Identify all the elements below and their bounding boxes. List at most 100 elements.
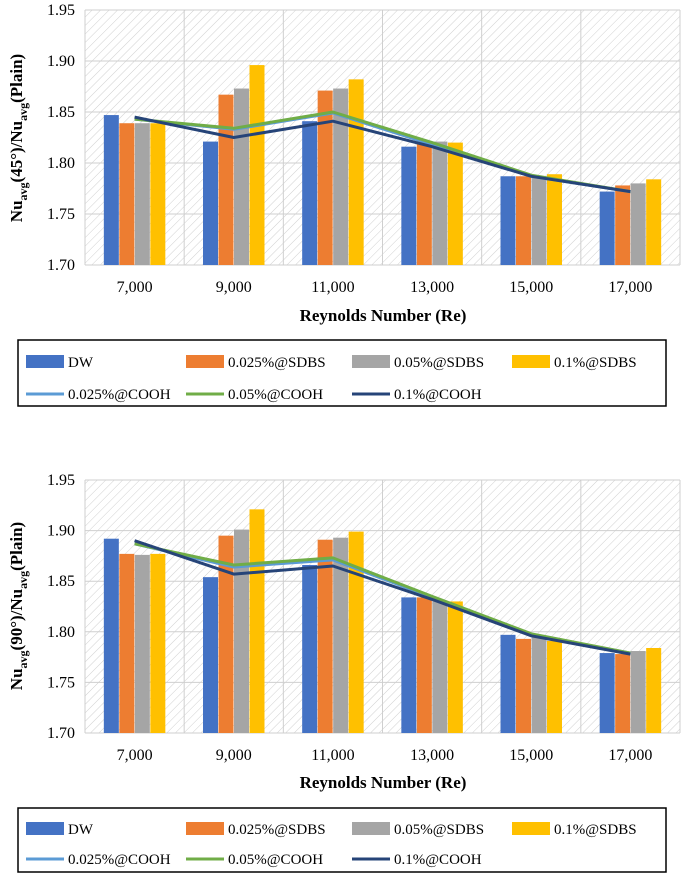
bar-0.05%@SDBS-17,000 xyxy=(630,183,646,265)
bar-DW-13,000 xyxy=(401,146,417,265)
line-0.1%@COOH xyxy=(134,539,631,656)
y-tick-label: 1.95 xyxy=(47,2,75,19)
bar-DW-11,000 xyxy=(302,121,318,266)
bar-0.025%@SDBS-7,000 xyxy=(119,123,135,265)
bar-0.05%@SDBS-17,000 xyxy=(630,651,646,733)
y-tick-label: 1.80 xyxy=(47,155,75,172)
bar-0.1%@SDBS-17,000 xyxy=(646,179,662,265)
bar-0.05%@SDBS-13,000 xyxy=(432,141,448,265)
legend-label: 0.025%@SDBS xyxy=(228,822,326,838)
bar-0.025%@SDBS-7,000 xyxy=(119,553,135,733)
legend-swatch-0.05%@SDBS xyxy=(352,822,390,835)
y-axis-title: Nuavg(45°)/Nuavg(Plain) xyxy=(7,54,30,222)
legend-swatch-0.05%@SDBS xyxy=(352,355,390,368)
x-tick-label: 17,000 xyxy=(608,747,652,764)
bar-0.025%@SDBS-11,000 xyxy=(317,539,333,733)
bar-0.025%@SDBS-15,000 xyxy=(516,638,531,733)
x-axis-title: Reynolds Number (Re) xyxy=(300,773,467,792)
bar-0.1%@SDBS-9,000 xyxy=(249,65,265,265)
x-tick-label: 15,000 xyxy=(509,747,553,764)
bar-0.1%@SDBS-15,000 xyxy=(547,640,562,733)
bar-0.05%@SDBS-15,000 xyxy=(531,636,547,733)
line-0.1%@COOH xyxy=(134,115,631,194)
legend-label: 0.05%@SDBS xyxy=(394,822,484,838)
bar-0.1%@SDBS-13,000 xyxy=(447,601,463,733)
bar-0.1%@SDBS-17,000 xyxy=(646,647,662,733)
legend-label: 0.025%@COOH xyxy=(68,852,171,868)
bar-0.025%@SDBS-11,000 xyxy=(317,90,333,265)
bar-0.05%@SDBS-11,000 xyxy=(333,88,349,265)
bar-0.025%@SDBS-15,000 xyxy=(516,176,531,265)
legend-swatch-0.1%@SDBS xyxy=(512,822,550,835)
y-tick-label: 1.85 xyxy=(47,573,75,590)
bar-0.05%@SDBS-11,000 xyxy=(333,537,349,733)
line-0.05%@COOH xyxy=(134,542,631,655)
bar-DW-9,000 xyxy=(203,577,218,733)
legend-label: 0.1%@COOH xyxy=(394,852,482,868)
x-tick-label: 9,000 xyxy=(216,279,252,296)
y-tick-label: 1.75 xyxy=(47,206,75,223)
bar-0.025%@SDBS-9,000 xyxy=(218,535,234,733)
bar-0.1%@SDBS-13,000 xyxy=(447,142,463,265)
legend-swatch-0.025%@SDBS xyxy=(186,822,224,835)
legend-swatch-DW xyxy=(26,822,64,835)
bar-DW-11,000 xyxy=(302,565,318,733)
bar-0.05%@SDBS-9,000 xyxy=(234,529,249,733)
legend-label: DW xyxy=(68,355,94,371)
x-tick-label: 15,000 xyxy=(509,279,553,296)
chart-45-degree: Nuavg(45°)/Nuavg(Plain) Reynolds Number … xyxy=(7,2,681,325)
y-tick-label: 1.80 xyxy=(47,624,75,641)
bar-0.025%@SDBS-9,000 xyxy=(218,94,234,265)
bar-0.025%@SDBS-17,000 xyxy=(615,654,631,733)
legend-swatch-0.025%@SDBS xyxy=(186,355,224,368)
x-tick-label: 13,000 xyxy=(410,747,454,764)
bar-0.05%@SDBS-7,000 xyxy=(134,554,150,733)
x-tick-label: 11,000 xyxy=(311,279,354,296)
legend-label: 0.05%@SDBS xyxy=(394,355,484,371)
legend-top: DW 0.025%@SDBS 0.05%@SDBS 0.1%@SDBS 0.025%@C… xyxy=(17,339,667,407)
bar-0.05%@SDBS-9,000 xyxy=(234,88,249,265)
bar-0.1%@SDBS-7,000 xyxy=(150,123,166,265)
x-tick-label: 7,000 xyxy=(117,747,153,764)
bar-0.05%@SDBS-15,000 xyxy=(531,176,547,265)
y-tick-label: 1.85 xyxy=(47,104,75,121)
bar-0.05%@SDBS-13,000 xyxy=(432,600,448,733)
legend-label: 0.1%@SDBS xyxy=(554,822,637,838)
x-tick-label: 9,000 xyxy=(216,747,252,764)
legend-swatch-0.1%@SDBS xyxy=(512,355,550,368)
bar-DW-17,000 xyxy=(599,653,615,733)
y-tick-label: 1.75 xyxy=(47,674,75,691)
y-tick-label: 1.95 xyxy=(47,472,75,489)
x-tick-label: 13,000 xyxy=(410,279,454,296)
bar-DW-9,000 xyxy=(203,141,218,265)
bar-DW-17,000 xyxy=(599,191,615,265)
y-axis-title: Nuavg(90°)/Nuavg(Plain) xyxy=(7,522,30,690)
bar-DW-15,000 xyxy=(500,634,516,733)
bar-DW-7,000 xyxy=(103,115,119,265)
legend-label: 0.05%@COOH xyxy=(228,852,323,868)
legend-swatch-DW xyxy=(26,355,64,368)
bar-DW-13,000 xyxy=(401,597,417,733)
y-tick-label: 1.90 xyxy=(47,523,75,540)
bar-0.1%@SDBS-7,000 xyxy=(150,553,166,733)
legend-label: 0.025%@SDBS xyxy=(228,355,326,371)
x-tick-label: 7,000 xyxy=(117,279,153,296)
bar-0.1%@SDBS-9,000 xyxy=(249,509,265,733)
x-axis-title: Reynolds Number (Re) xyxy=(300,306,467,325)
y-tick-label: 1.70 xyxy=(47,725,75,742)
y-tick-label: 1.90 xyxy=(47,53,75,70)
legend-label: 0.1%@SDBS xyxy=(554,355,637,371)
legend-label: 0.025%@COOH xyxy=(68,387,171,403)
bar-0.1%@SDBS-15,000 xyxy=(547,174,562,265)
legend-frame xyxy=(17,807,667,873)
bar-0.025%@SDBS-13,000 xyxy=(416,597,432,733)
legend-label: 0.1%@COOH xyxy=(394,387,482,403)
bar-0.05%@SDBS-7,000 xyxy=(134,123,150,265)
bar-DW-15,000 xyxy=(500,176,516,265)
legend-frame xyxy=(17,339,667,407)
bar-0.025%@SDBS-17,000 xyxy=(615,185,631,265)
x-tick-label: 17,000 xyxy=(608,279,652,296)
chart-90-degree: Nuavg(90°)/Nuavg(Plain) Reynolds Number … xyxy=(7,472,681,792)
bar-0.1%@SDBS-11,000 xyxy=(348,531,364,733)
